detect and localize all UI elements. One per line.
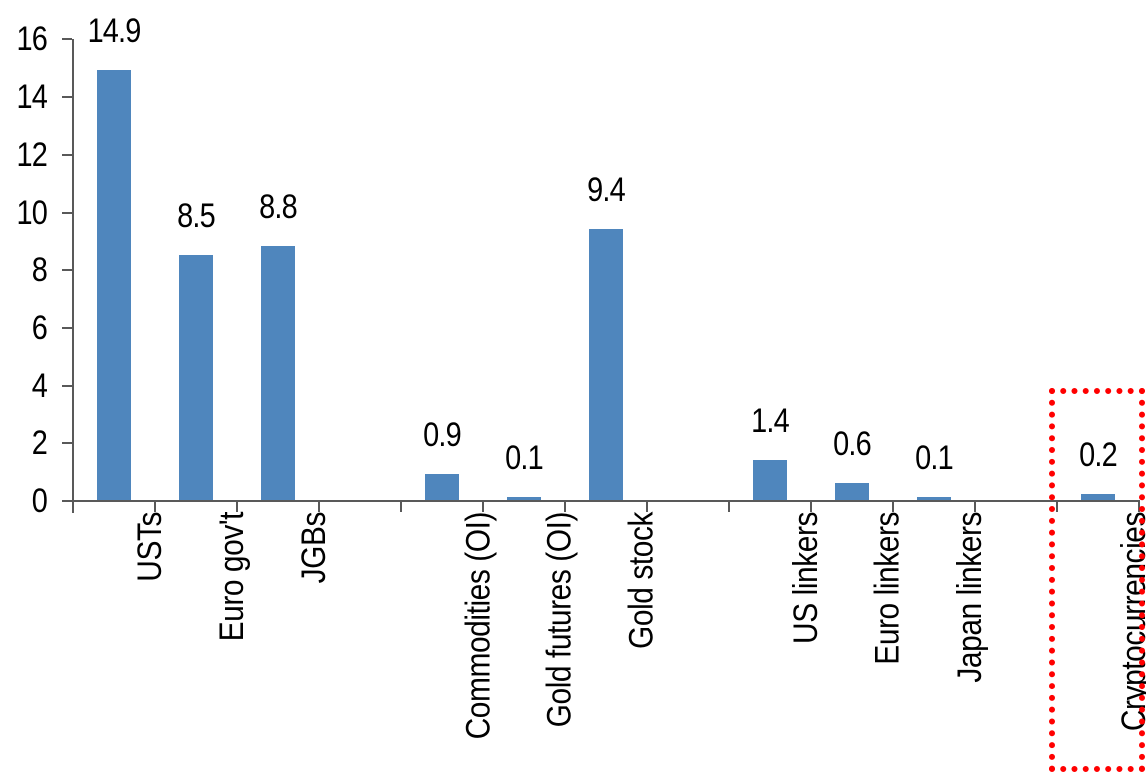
bar-japan-linkers xyxy=(917,497,951,500)
x-tick-0 xyxy=(72,502,74,512)
value-label-us-linkers: 1.4 xyxy=(751,402,789,440)
cryptocurrencies-highlight-box xyxy=(1049,388,1145,772)
category-label-japan-linkers: Japan linkers xyxy=(951,512,989,683)
y-tick-12 xyxy=(62,153,72,156)
value-label-usts: 14.9 xyxy=(87,12,142,50)
y-tick-16 xyxy=(62,38,72,41)
bar-cryptocurrencies xyxy=(1081,494,1115,500)
x-tick-1 xyxy=(154,502,156,512)
x-tick-11 xyxy=(974,502,976,512)
category-label-jgbs: JGBs xyxy=(295,512,333,584)
x-tick-10 xyxy=(892,502,894,512)
value-label-cryptocurrencies: 0.2 xyxy=(1079,436,1117,474)
x-tick-2 xyxy=(236,502,238,512)
category-label-us-linkers: US linkers xyxy=(787,512,825,644)
category-label-gold-futures-oi: Gold futures (OI) xyxy=(541,512,579,728)
y-tick-0 xyxy=(62,500,72,502)
value-label-euro-linkers: 0.6 xyxy=(833,425,871,463)
y-tick-10 xyxy=(62,211,72,214)
bar-us-linkers xyxy=(753,460,787,500)
category-label-euro-gov-t: Euro gov't xyxy=(213,512,251,642)
x-tick-5 xyxy=(482,502,484,512)
y-tick-14 xyxy=(62,96,72,99)
y-tick-4 xyxy=(62,384,72,387)
bar-gold-stock xyxy=(589,229,623,500)
category-label-commodities-oi: Commodities (OI) xyxy=(459,512,497,740)
bar-euro-linkers xyxy=(835,483,869,500)
bar-euro-gov-t xyxy=(179,255,213,500)
x-tick-6 xyxy=(564,502,566,512)
x-tick-7 xyxy=(646,502,648,512)
value-label-jgbs: 8.8 xyxy=(259,188,297,226)
x-tick-8 xyxy=(728,502,730,512)
x-tick-12 xyxy=(1056,502,1058,512)
y-tick-label-6: 6 xyxy=(31,308,48,347)
value-label-gold-stock: 9.4 xyxy=(587,171,625,209)
y-tick-label-8: 8 xyxy=(31,251,48,290)
x-tick-9 xyxy=(810,502,812,512)
y-tick-6 xyxy=(62,326,72,329)
bar-commodities-oi xyxy=(425,474,459,500)
value-label-gold-futures-oi: 0.1 xyxy=(505,439,543,477)
y-tick-2 xyxy=(62,442,72,445)
category-label-euro-linkers: Euro linkers xyxy=(869,512,907,665)
y-tick-label-14: 14 xyxy=(16,78,48,117)
y-tick-label-10: 10 xyxy=(16,193,48,232)
x-axis-line xyxy=(72,500,1140,502)
bar-gold-futures-oi xyxy=(507,497,541,500)
x-tick-4 xyxy=(400,502,402,512)
y-tick-label-2: 2 xyxy=(31,424,48,463)
y-tick-label-4: 4 xyxy=(31,366,48,405)
y-tick-label-12: 12 xyxy=(16,135,48,174)
y-tick-label-0: 0 xyxy=(31,482,48,520)
bar-usts xyxy=(97,70,131,500)
value-label-euro-gov-t: 8.5 xyxy=(177,197,215,235)
y-axis-line xyxy=(72,39,74,513)
value-label-japan-linkers: 0.1 xyxy=(915,439,953,477)
bar-jgbs xyxy=(261,246,295,500)
value-label-commodities-oi: 0.9 xyxy=(423,416,461,454)
y-tick-label-16: 16 xyxy=(16,20,48,59)
category-label-gold-stock: Gold stock xyxy=(623,512,661,649)
y-tick-8 xyxy=(62,269,72,272)
category-label-usts: USTs xyxy=(131,512,169,582)
x-tick-3 xyxy=(318,502,320,512)
